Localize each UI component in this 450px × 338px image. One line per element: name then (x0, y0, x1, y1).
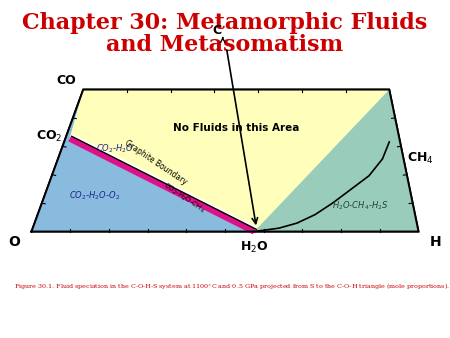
Text: H: H (430, 235, 441, 249)
Text: C: C (213, 24, 222, 37)
Text: CO$_2$-H$_2$O-CH$_4$: CO$_2$-H$_2$O-CH$_4$ (161, 180, 207, 215)
Text: CO$_2$: CO$_2$ (36, 129, 63, 144)
Text: CO: CO (57, 74, 76, 87)
Text: Chapter 30: Metamorphic Fluids: Chapter 30: Metamorphic Fluids (22, 12, 427, 34)
Text: Graphite Boundary: Graphite Boundary (123, 139, 188, 187)
Polygon shape (70, 135, 258, 232)
Text: Figure 30.1. Fluid speciation in the C-O-H-S system at 1100$\degree$C and 0.5 GP: Figure 30.1. Fluid speciation in the C-O… (14, 281, 450, 291)
Text: CH$_4$: CH$_4$ (407, 151, 434, 166)
Text: O: O (9, 235, 20, 249)
Polygon shape (70, 90, 389, 232)
Text: CO$_2$-H$_2$O-O$_2$: CO$_2$-H$_2$O-O$_2$ (69, 190, 120, 202)
Text: H$_2$O-CH$_4$-H$_2$S: H$_2$O-CH$_4$-H$_2$S (332, 200, 388, 212)
Polygon shape (32, 90, 254, 232)
Text: CO$_2$-H$_2$O: CO$_2$-H$_2$O (96, 143, 134, 155)
Text: H$_2$O: H$_2$O (240, 240, 269, 255)
Text: and Metasomatism: and Metasomatism (107, 34, 343, 56)
Polygon shape (32, 90, 419, 232)
Polygon shape (254, 90, 418, 232)
Text: No Fluids in this Area: No Fluids in this Area (173, 123, 299, 134)
